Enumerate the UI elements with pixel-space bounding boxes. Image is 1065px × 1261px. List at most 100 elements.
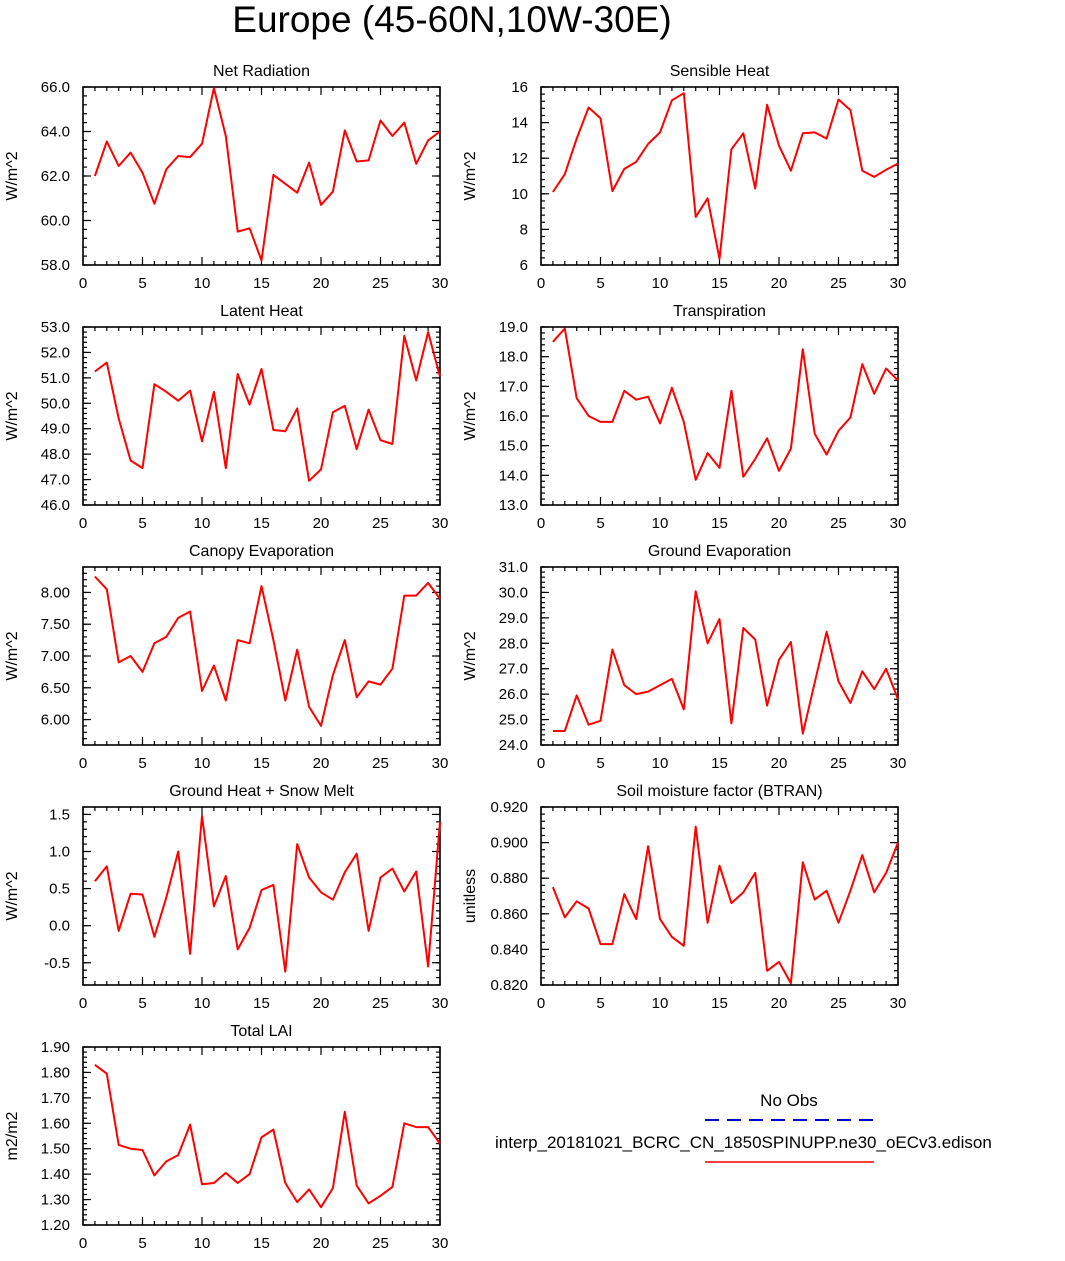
y-tick-label: 1.0 xyxy=(49,844,70,861)
x-tick-label: 20 xyxy=(313,275,330,292)
series-line xyxy=(551,825,899,985)
x-tick-label: 0 xyxy=(537,275,545,292)
panel-title: Net Radiation xyxy=(213,63,310,80)
panel-title: Sensible Heat xyxy=(670,63,770,80)
x-tick-label: 15 xyxy=(253,995,270,1012)
plot-frame xyxy=(82,1046,441,1226)
x-tick-label: 0 xyxy=(537,755,545,772)
plot-frame xyxy=(82,326,441,506)
panel-title: Canopy Evaporation xyxy=(189,543,334,560)
plot-frame xyxy=(540,566,899,746)
y-tick-label: 58.0 xyxy=(41,257,70,274)
y-tick-label: 0.900 xyxy=(490,835,528,852)
x-tick-label: 15 xyxy=(253,275,270,292)
x-tick-label: 10 xyxy=(194,1235,211,1252)
x-tick-label: 20 xyxy=(313,755,330,772)
y-axis-label: W/m^2 xyxy=(462,151,479,200)
y-tick-label: 7.00 xyxy=(41,648,70,665)
series-line xyxy=(552,590,899,735)
series-line xyxy=(552,327,899,481)
y-tick-label: 1.30 xyxy=(41,1192,70,1209)
x-tick-label: 20 xyxy=(771,515,788,532)
x-tick-label: 10 xyxy=(194,755,211,772)
y-axis-label: W/m^2 xyxy=(4,391,21,440)
y-tick-label: 12 xyxy=(511,150,528,167)
y-tick-label: -0.5 xyxy=(44,955,70,972)
y-tick-label: 1.50 xyxy=(41,1141,70,1158)
x-tick-label: 30 xyxy=(432,1235,449,1252)
x-tick-label: 10 xyxy=(652,275,669,292)
y-tick-label: 18.0 xyxy=(499,349,528,366)
y-tick-label: 0.0 xyxy=(49,918,70,935)
x-tick-label: 30 xyxy=(432,755,449,772)
x-tick-label: 25 xyxy=(830,275,847,292)
x-tick-label: 15 xyxy=(253,1235,270,1252)
y-tick-label: 16.0 xyxy=(499,408,528,425)
y-tick-label: 49.0 xyxy=(41,421,70,438)
x-tick-label: 20 xyxy=(313,515,330,532)
x-tick-label: 20 xyxy=(313,1235,330,1252)
x-tick-label: 25 xyxy=(372,755,389,772)
plot-frame xyxy=(82,86,441,266)
x-tick-label: 5 xyxy=(138,755,146,772)
panel-title: Transpiration xyxy=(673,303,766,320)
y-tick-label: 0.5 xyxy=(49,881,70,898)
panel-title: Ground Heat + Snow Melt xyxy=(169,783,354,800)
y-tick-label: 1.60 xyxy=(41,1115,70,1132)
y-axis-label: W/m^2 xyxy=(462,391,479,440)
x-tick-label: 20 xyxy=(771,755,788,772)
y-tick-label: 6.50 xyxy=(41,680,70,697)
y-axis-label: W/m^2 xyxy=(4,151,21,200)
y-tick-label: 19.0 xyxy=(499,319,528,336)
y-tick-label: 27.0 xyxy=(499,661,528,678)
x-tick-label: 30 xyxy=(890,755,907,772)
y-tick-label: 25.0 xyxy=(499,712,528,729)
y-tick-label: 1.70 xyxy=(41,1090,70,1107)
y-tick-label: 51.0 xyxy=(41,370,70,387)
series-line xyxy=(552,92,899,260)
y-tick-label: 0.840 xyxy=(490,941,528,958)
y-tick-label: 0.860 xyxy=(490,906,528,923)
x-tick-label: 25 xyxy=(372,515,389,532)
plot-frame xyxy=(82,566,441,746)
series-line xyxy=(93,87,441,262)
legend-obs-label: No Obs xyxy=(760,1091,818,1110)
legend-model-label: interp_20181021_BCRC_CN_1850SPINUPP.ne30… xyxy=(495,1133,992,1152)
y-tick-label: 24.0 xyxy=(499,737,528,754)
x-tick-label: 0 xyxy=(79,755,87,772)
x-tick-label: 5 xyxy=(138,1235,146,1252)
y-tick-label: 14.0 xyxy=(499,467,528,484)
x-tick-label: 25 xyxy=(830,755,847,772)
y-tick-label: 31.0 xyxy=(499,559,528,576)
x-tick-label: 0 xyxy=(79,1235,87,1252)
y-tick-label: 6 xyxy=(520,257,528,274)
y-tick-label: 1.20 xyxy=(41,1217,70,1234)
x-tick-label: 5 xyxy=(138,995,146,1012)
panel-1: Net Radiation W/m^2 0 5 10 15 20 25 30 58.0 60.0 62… xyxy=(4,63,448,292)
x-tick-label: 15 xyxy=(253,755,270,772)
x-tick-label: 30 xyxy=(890,995,907,1012)
panel-9: Total LAI m2/m2 0 5 10 15 20 25 30 1.20 1.30 1.40 1.… xyxy=(4,1023,448,1252)
y-tick-label: 46.0 xyxy=(41,497,70,514)
y-tick-label: 1.90 xyxy=(41,1039,70,1056)
y-tick-label: 1.5 xyxy=(49,806,70,823)
x-tick-label: 0 xyxy=(537,515,545,532)
y-tick-label: 64.0 xyxy=(41,124,70,141)
x-tick-label: 10 xyxy=(652,995,669,1012)
x-tick-label: 30 xyxy=(432,995,449,1012)
x-tick-label: 0 xyxy=(79,995,87,1012)
series-line xyxy=(94,1063,441,1209)
x-tick-label: 5 xyxy=(138,275,146,292)
y-axis-label: W/m^2 xyxy=(4,871,21,920)
y-axis-label: W/m^2 xyxy=(4,631,21,680)
x-tick-label: 30 xyxy=(432,275,449,292)
y-tick-label: 1.40 xyxy=(41,1166,70,1183)
series-line xyxy=(94,814,441,973)
x-tick-label: 10 xyxy=(652,515,669,532)
x-tick-label: 5 xyxy=(138,515,146,532)
panel-2: Sensible Heat W/m^2 0 5 10 15 20 25 30 6 8 10 12 14 16 xyxy=(462,63,906,292)
panel-7: Ground Heat + Snow Melt W/m^2 0 5 10 15 20 25 30… xyxy=(4,783,448,1012)
x-tick-label: 15 xyxy=(711,275,728,292)
x-tick-label: 15 xyxy=(711,995,728,1012)
